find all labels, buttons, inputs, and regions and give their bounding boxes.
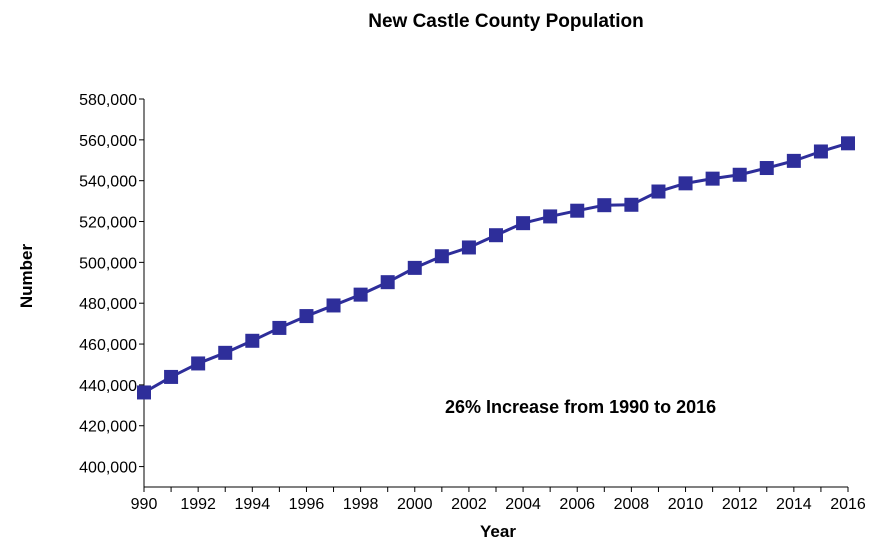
data-point — [489, 228, 503, 243]
y-tick-label: 500,000 — [79, 255, 137, 272]
series-layer — [137, 136, 855, 400]
x-tick-label: 990 — [131, 496, 158, 513]
x-tick-label: 2010 — [668, 496, 704, 513]
x-tick-label: 2004 — [505, 496, 541, 513]
data-point — [461, 240, 476, 255]
data-point — [570, 203, 585, 218]
data-point — [434, 249, 449, 264]
x-tick-label: 2016 — [830, 496, 866, 513]
data-point — [380, 275, 395, 290]
data-point — [543, 209, 558, 224]
x-tick-label: 2012 — [722, 496, 758, 513]
data-point — [272, 320, 287, 335]
y-tick-label: 520,000 — [79, 215, 137, 232]
data-point — [191, 356, 206, 371]
x-axis: 990 1992 1994 1996 1998 2000 2002 2004 2006 2008 2… — [131, 486, 866, 513]
data-point — [597, 198, 612, 213]
data-point — [137, 385, 151, 400]
x-tick-label: 2000 — [397, 496, 433, 513]
y-tick-label: 580,000 — [79, 92, 137, 109]
y-tick-label: 540,000 — [79, 174, 137, 191]
x-tick-label: 1992 — [180, 496, 216, 513]
y-tick-label: 440,000 — [79, 378, 137, 395]
y-axis-title: Number — [17, 244, 36, 309]
x-tick-label: 1994 — [235, 496, 271, 513]
y-tick-label: 460,000 — [79, 337, 137, 354]
data-point — [786, 153, 801, 168]
annotation-text: 26% Increase from 1990 to 2016 — [445, 397, 716, 417]
y-tick-label: 420,000 — [79, 419, 137, 436]
data-point — [299, 309, 314, 324]
data-point — [218, 345, 233, 360]
y-tick-label: 480,000 — [79, 296, 137, 313]
data-point — [732, 167, 747, 182]
x-tick-label: 2008 — [614, 496, 650, 513]
data-point — [841, 136, 855, 151]
x-axis-title: Year — [480, 522, 516, 541]
data-point — [813, 144, 828, 159]
data-point — [705, 171, 720, 186]
y-axis: 400,000 420,000 440,000 460,000 480,000 500,0… — [79, 92, 145, 487]
x-tick-label: 1996 — [289, 496, 325, 513]
data-point — [759, 161, 774, 176]
data-point — [516, 216, 531, 231]
y-tick-label: 560,000 — [79, 133, 137, 150]
y-tick-label: 400,000 — [79, 460, 137, 477]
data-point — [407, 260, 422, 275]
data-point — [353, 287, 368, 302]
data-point — [326, 298, 341, 313]
x-tick-label: 2002 — [451, 496, 487, 513]
x-tick-label: 2014 — [776, 496, 812, 513]
data-point — [651, 184, 666, 199]
chart-title: New Castle County Population — [368, 11, 644, 32]
x-tick-label: 1998 — [343, 496, 379, 513]
data-point — [164, 369, 179, 384]
data-point — [624, 197, 639, 212]
x-tick-label: 2006 — [559, 496, 595, 513]
data-point — [245, 333, 260, 348]
data-point — [678, 176, 693, 191]
